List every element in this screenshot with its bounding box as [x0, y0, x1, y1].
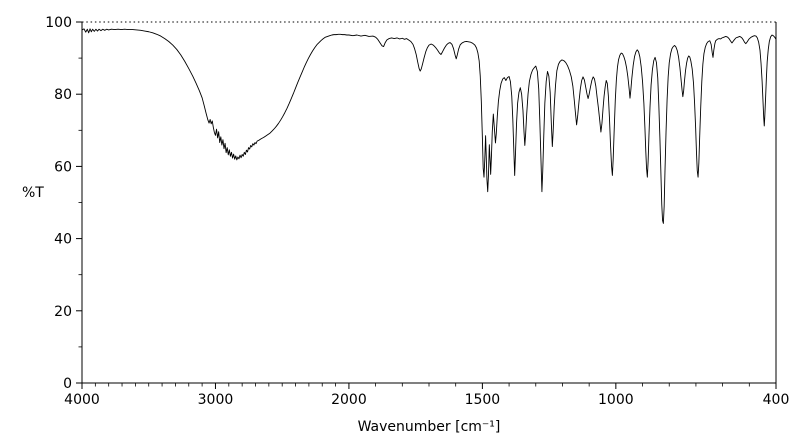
x-tick-label: 1500 — [465, 392, 501, 408]
y-tick-label: 0 — [63, 376, 72, 392]
y-tick-label: 20 — [54, 304, 72, 320]
y-tick-label: 40 — [54, 232, 72, 248]
y-tick-label: 100 — [45, 15, 72, 31]
x-tick-label: 400 — [763, 392, 790, 408]
x-tick-label: 1000 — [598, 392, 634, 408]
x-tick-label: 3000 — [198, 392, 234, 408]
x-axis-ticks: 4000 3000 2000 1500 1000 400 — [64, 383, 789, 408]
plot-frame — [81, 22, 777, 384]
y-axis-label: %T — [22, 185, 44, 201]
y-tick-label: 80 — [54, 87, 72, 103]
spectrum-line — [81, 28, 777, 224]
y-axis-ticks: 0 20 40 60 80 100 — [45, 15, 82, 392]
spectrum-trace — [81, 28, 777, 224]
x-tick-label: 2000 — [331, 392, 367, 408]
x-tick-label: 4000 — [64, 392, 100, 408]
y-tick-label: 60 — [54, 159, 72, 175]
x-axis-label: Wavenumber [cm⁻¹] — [358, 419, 501, 435]
